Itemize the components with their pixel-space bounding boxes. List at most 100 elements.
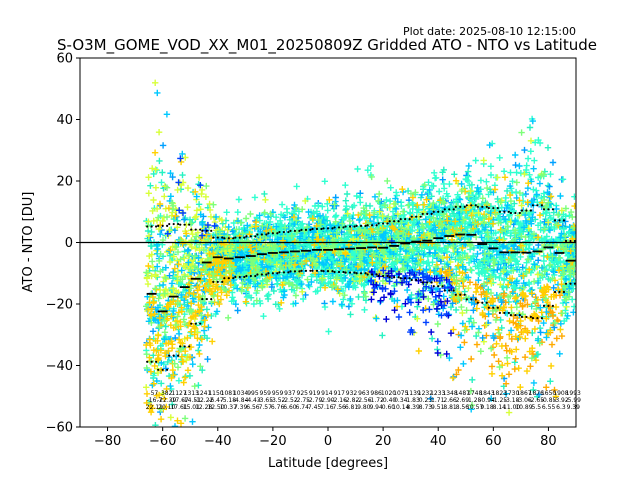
std-bound-dot	[146, 225, 149, 228]
std-bound-dot	[315, 227, 319, 231]
std-bound-dot	[348, 271, 352, 274]
bin-stat-label: 1127	[171, 390, 186, 397]
std-bound-dot	[194, 228, 197, 231]
std-bound-dot	[188, 223, 191, 226]
std-bound-dot	[265, 233, 268, 236]
std-bound-dot	[344, 271, 347, 274]
bin-stat-label: 1823	[492, 390, 507, 397]
std-bound-dot	[166, 368, 169, 371]
std-bound-dot	[179, 345, 182, 348]
std-bound-dot	[210, 297, 213, 301]
std-bound-dot	[531, 204, 535, 207]
bin-stat-label: 9.80	[357, 404, 371, 411]
std-bound-dot	[155, 360, 158, 363]
std-bound-dot	[531, 317, 535, 320]
bin-stat-label: -1.72	[368, 397, 384, 404]
y-tick-label: −20	[46, 298, 73, 313]
std-bound-dot	[289, 229, 292, 232]
std-bound-dot	[382, 274, 385, 278]
y-tick-label: −40	[46, 359, 73, 374]
bin-stat-label: -4.43	[245, 397, 261, 404]
std-bound-dot	[529, 315, 532, 319]
std-bound-dot	[485, 301, 488, 304]
std-bound-dot	[432, 210, 435, 213]
bin-stat-label: 8.39	[406, 404, 420, 411]
bin-stat-label: 917	[333, 390, 345, 397]
bin-stat-label: 8.73	[419, 404, 433, 411]
std-bound-dot	[463, 293, 466, 296]
std-bound-dot	[315, 269, 319, 272]
std-bound-dot	[388, 276, 391, 279]
std-bound-dot	[353, 271, 356, 274]
bin-stat-label: 1908	[553, 390, 568, 397]
std-bound-dot	[404, 218, 407, 221]
std-bound-dot	[448, 208, 451, 211]
std-bound-dot	[426, 281, 429, 284]
std-bound-dot	[452, 208, 455, 211]
std-bound-dot	[448, 289, 451, 292]
bin-stat-label: 6.3	[556, 404, 566, 411]
std-bound-dot	[234, 236, 237, 239]
std-bound-dot	[210, 229, 213, 232]
bin-stat-label: 1232	[418, 390, 433, 397]
std-bound-dot	[573, 282, 576, 285]
bin-stat-label: 22.11	[146, 404, 163, 411]
x-tick-label: 20	[375, 434, 392, 449]
std-bound-dot	[492, 206, 495, 210]
std-bound-dot	[375, 273, 378, 276]
y-tick-label: −60	[46, 421, 73, 436]
std-bound-markers	[146, 204, 576, 371]
std-bound-dot	[249, 274, 252, 278]
std-bound-dot	[311, 269, 314, 272]
std-bound-dot	[289, 270, 292, 273]
bin-stat-label: -22.39	[157, 397, 177, 404]
bin-stat-label: 9.39	[567, 404, 581, 411]
std-bound-dot	[348, 225, 352, 228]
std-bound-dot	[355, 272, 358, 275]
std-bound-dot	[287, 271, 290, 274]
bin-stat-label: 1020	[381, 390, 396, 397]
std-bound-dot	[271, 232, 274, 235]
scatter-points	[143, 79, 576, 427]
bin-stat-label: 9.51	[431, 404, 445, 411]
std-bound-dot	[201, 229, 204, 232]
std-bound-dot	[465, 298, 468, 301]
std-bound-dot	[410, 215, 413, 218]
bin-stat-label: 1233	[430, 390, 445, 397]
std-bound-dot	[487, 306, 490, 309]
std-bound-dot	[322, 227, 325, 230]
bin-stat-label: 7.57	[259, 404, 273, 411]
bin-stat-label: -2.52	[282, 397, 298, 404]
y-tick-label: 40	[56, 113, 73, 128]
std-bound-dot	[408, 277, 411, 280]
std-bound-dot	[415, 215, 418, 218]
std-bound-dot	[426, 212, 429, 216]
std-bound-dot	[562, 219, 566, 222]
bin-stat-label: -3.65	[258, 397, 274, 404]
bin-stat-label: 11.00	[503, 404, 520, 411]
std-bound-dot	[547, 208, 550, 211]
std-bound-dot	[503, 210, 506, 213]
std-bound-dot	[542, 208, 546, 211]
std-bound-dot	[260, 273, 263, 276]
std-bound-dot	[399, 218, 402, 221]
std-bound-dot	[366, 273, 369, 276]
std-bound-dot	[370, 273, 374, 276]
std-bound-dot	[569, 239, 572, 243]
std-bound-dot	[155, 225, 158, 228]
std-bound-dot	[194, 322, 197, 325]
bin-stat-label: -16.7	[147, 397, 163, 404]
bin-stat-label: 0.23	[419, 397, 433, 404]
std-bound-dot	[256, 273, 259, 276]
std-bound-dot	[463, 205, 466, 208]
std-bound-dot	[540, 204, 543, 207]
std-bound-dot	[364, 272, 367, 275]
bin-stat-label: 9.94	[369, 404, 383, 411]
x-tick-label: −20	[259, 434, 286, 449]
std-bound-dot	[465, 204, 468, 207]
std-bound-dot	[485, 205, 488, 208]
std-bound-dot	[408, 218, 411, 221]
std-bound-dot	[278, 230, 281, 234]
std-bound-dot	[216, 236, 219, 239]
bin-stat-label: -2.75	[294, 397, 310, 404]
